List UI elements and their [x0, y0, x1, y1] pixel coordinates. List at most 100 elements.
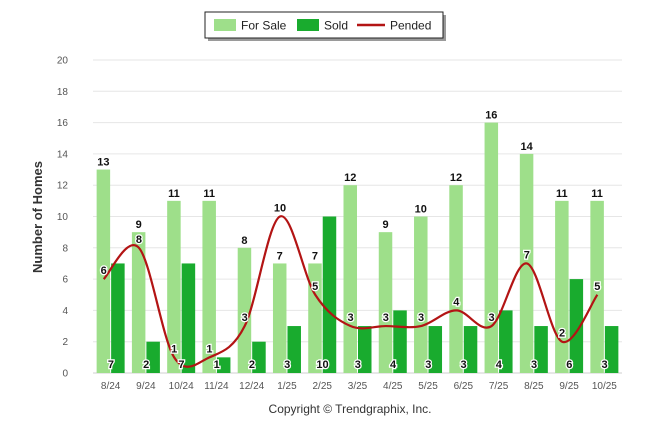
label-for-sale: 11	[168, 188, 180, 200]
bar-sold-7/25	[499, 310, 513, 373]
y-tick-label: 6	[62, 275, 68, 286]
label-sold: 3	[531, 359, 537, 371]
label-sold: 7	[108, 359, 114, 371]
label-pended: 6	[101, 265, 107, 277]
label-for-sale: 12	[450, 172, 462, 184]
legend-label: Sold	[324, 19, 348, 33]
label-pended: 8	[136, 234, 142, 246]
label-for-sale: 9	[136, 219, 142, 231]
label-for-sale: 7	[277, 250, 283, 262]
label-sold: 3	[460, 359, 466, 371]
label-pended: 7	[524, 249, 530, 261]
bar-sold-3/25	[358, 326, 372, 373]
y-tick-label: 20	[57, 56, 69, 67]
x-tick-label: 4/25	[383, 381, 403, 392]
label-pended: 3	[383, 312, 389, 324]
bar-for-sale-9/25	[555, 200, 569, 373]
label-pended: 5	[312, 281, 318, 293]
legend-box	[204, 11, 444, 39]
x-tick-label: 10/25	[592, 381, 617, 392]
bar-for-sale-4/25	[378, 232, 393, 373]
pended-series-line	[102, 215, 599, 368]
y-axis-title: Number of Homes	[30, 161, 45, 273]
bar-for-sale-6/25	[449, 185, 463, 373]
pended-line	[102, 215, 599, 368]
x-tick-label: 7/25	[489, 381, 509, 392]
bar-sold-6/25	[463, 326, 478, 373]
bar-for-sale-12/24	[237, 247, 252, 373]
x-tick-label: 2/25	[312, 381, 332, 392]
bar-sold-5/25	[428, 326, 443, 373]
bar-sold-2/25	[322, 216, 337, 373]
label-sold: 1	[214, 359, 220, 371]
bar-for-sale-7/25	[484, 122, 499, 373]
y-tick-label: 4	[62, 306, 68, 317]
label-for-sale: 13	[97, 157, 109, 169]
label-pended: 10	[274, 203, 286, 215]
label-for-sale: 8	[241, 235, 247, 247]
copyright-text: Copyright © Trendgraphix, Inc.	[269, 402, 432, 416]
legend-label: For Sale	[241, 19, 287, 33]
label-pended: 2	[559, 328, 565, 340]
label-sold: 10	[316, 359, 328, 371]
bar-for-sale-3/25	[343, 185, 357, 373]
label-sold: 4	[496, 359, 503, 371]
legend-label: Pended	[390, 19, 431, 33]
bar-sold-11/24	[216, 357, 231, 373]
x-tick-label: 1/25	[277, 381, 297, 392]
label-pended: 3	[489, 312, 495, 324]
label-for-sale: 12	[344, 172, 356, 184]
y-axis-ticks: 0 2 4 6 8 10 12 14 16 18 20	[57, 56, 69, 380]
bar-sold-9/25	[569, 279, 584, 373]
label-sold: 3	[425, 359, 431, 371]
label-pended: 1	[171, 343, 177, 355]
label-sold: 2	[249, 359, 255, 371]
x-tick-label: 8/24	[101, 381, 121, 392]
bar-for-sale-10/24	[167, 200, 181, 373]
label-pended: 3	[418, 312, 424, 324]
label-pended: 1	[206, 343, 212, 355]
bar-for-sale-1/25	[272, 263, 287, 373]
bar-sold-10/24	[181, 263, 196, 373]
label-for-sale: 7	[312, 250, 318, 262]
bar-for-sale-9/24	[131, 232, 146, 373]
label-pended: 4	[453, 296, 460, 308]
grid-lines	[93, 59, 622, 374]
x-tick-label: 10/24	[169, 381, 194, 392]
x-tick-label: 9/24	[136, 381, 156, 392]
label-sold: 2	[143, 359, 149, 371]
y-tick-label: 14	[57, 149, 69, 160]
bars	[96, 122, 619, 373]
label-for-sale: 10	[415, 204, 427, 216]
y-tick-label: 0	[62, 369, 68, 380]
bar-for-sale-11/24	[202, 200, 216, 373]
x-tick-label: 5/25	[418, 381, 438, 392]
x-tick-label: 3/25	[348, 381, 368, 392]
bar-for-sale-10/25	[590, 200, 604, 373]
bar-sold-8/25	[534, 326, 548, 373]
data-labels: 1379211711182737101239410312316414311611…	[97, 110, 609, 373]
bar-sold-1/25	[287, 326, 301, 373]
x-tick-label: 12/24	[239, 381, 264, 392]
y-tick-label: 8	[62, 243, 68, 254]
label-for-sale: 11	[556, 188, 568, 200]
x-tick-label: 9/25	[559, 381, 579, 392]
bar-for-sale-8/24	[96, 169, 111, 373]
bar-sold-8/24	[111, 263, 125, 373]
label-sold: 7	[178, 359, 184, 371]
label-sold: 3	[284, 359, 290, 371]
legend-swatch-for-sale	[214, 19, 236, 31]
label-pended: 5	[594, 281, 600, 293]
bar-sold-9/24	[146, 341, 160, 373]
x-tick-label: 6/25	[454, 381, 474, 392]
y-tick-label: 12	[57, 181, 69, 192]
label-sold: 4	[390, 359, 397, 371]
label-for-sale: 11	[591, 188, 603, 200]
label-pended: 3	[347, 312, 353, 324]
bar-for-sale-5/25	[414, 216, 428, 373]
bar-for-sale-2/25	[308, 263, 322, 373]
label-for-sale: 11	[203, 188, 215, 200]
label-for-sale: 9	[382, 219, 388, 231]
y-tick-label: 16	[57, 118, 69, 129]
